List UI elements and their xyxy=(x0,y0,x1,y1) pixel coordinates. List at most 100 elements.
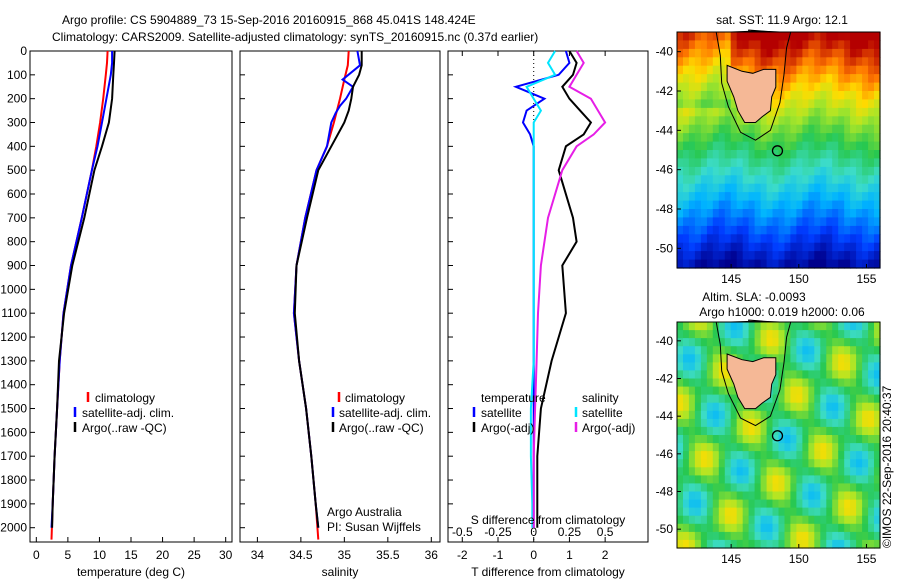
map-cell xyxy=(754,150,762,159)
map-cell xyxy=(820,116,827,126)
map-cell xyxy=(862,507,869,517)
map-cell xyxy=(820,386,827,396)
map-cell xyxy=(802,370,809,380)
map-cell xyxy=(856,133,863,143)
map-cell xyxy=(706,40,714,50)
map-cell xyxy=(736,234,744,244)
map-cell xyxy=(784,133,792,143)
map-cell xyxy=(748,217,756,227)
map-cell xyxy=(706,483,714,493)
map-cell xyxy=(862,402,869,412)
map-cell xyxy=(850,410,857,420)
map-cell xyxy=(712,183,720,193)
map-cell xyxy=(844,394,851,404)
map-cell xyxy=(838,459,845,468)
map-cell xyxy=(724,192,732,202)
map-cell xyxy=(700,116,708,126)
map-cell xyxy=(802,175,809,185)
map-cell xyxy=(862,346,869,355)
map-cell xyxy=(688,410,696,420)
map-cell xyxy=(683,499,690,509)
map-cell xyxy=(868,82,875,92)
map-cell xyxy=(838,426,845,436)
map-cell xyxy=(832,150,839,159)
map-cell xyxy=(754,322,762,331)
map-cell xyxy=(868,330,875,339)
map-cell xyxy=(838,467,845,476)
map-cell xyxy=(856,48,863,58)
map-cell xyxy=(730,338,738,347)
x-tick-label: 0 xyxy=(530,548,537,562)
map-cell xyxy=(832,158,839,168)
map-cell xyxy=(766,499,774,509)
map-cell xyxy=(730,507,738,517)
map-cell xyxy=(706,394,714,404)
map-cell xyxy=(766,225,774,235)
map-cell xyxy=(683,451,690,460)
map-cell xyxy=(844,418,851,428)
map-cell xyxy=(706,467,714,476)
map-cell xyxy=(874,133,881,143)
x-tick-label: 15 xyxy=(124,548,138,562)
map-cell xyxy=(856,32,863,41)
map-cell xyxy=(718,322,726,331)
map-cell xyxy=(874,475,881,485)
map-cell xyxy=(683,175,690,185)
map-cell xyxy=(754,48,762,58)
map-cell xyxy=(844,65,851,75)
map-cell xyxy=(820,225,827,235)
map-cell xyxy=(826,141,833,151)
map-cell xyxy=(790,499,797,509)
map-cell xyxy=(808,346,815,355)
map-cell xyxy=(683,362,690,372)
map-cell xyxy=(683,158,690,168)
map-cell xyxy=(838,99,845,109)
map-cell xyxy=(832,370,839,380)
map-cell xyxy=(712,346,720,355)
map-cell xyxy=(844,40,851,50)
map-cell xyxy=(683,483,690,493)
map-cell xyxy=(850,507,857,517)
map-cell xyxy=(874,362,881,372)
map-cell xyxy=(700,150,708,159)
map-cell xyxy=(802,150,809,159)
map-cell xyxy=(868,435,875,444)
map-cell xyxy=(784,459,792,468)
map-cell xyxy=(868,209,875,218)
map-cell xyxy=(742,338,750,347)
map-cell xyxy=(772,338,780,347)
map-cell xyxy=(802,225,809,235)
map-cell xyxy=(766,491,774,501)
map-cell xyxy=(772,499,780,509)
map-cell xyxy=(868,531,875,541)
map-cell xyxy=(694,475,702,485)
map-cell xyxy=(850,459,857,468)
header-line2: Climatology: CARS2009. Satellite-adjuste… xyxy=(52,30,538,44)
map-cell xyxy=(706,116,714,126)
map-cell xyxy=(868,225,875,235)
map-cell xyxy=(838,74,845,84)
map-cell xyxy=(808,57,815,67)
map-cell xyxy=(856,418,863,428)
map-cell xyxy=(772,491,780,501)
map-cell xyxy=(802,523,809,533)
map-cell xyxy=(742,124,750,134)
map-cell xyxy=(808,451,815,460)
map-cell xyxy=(683,242,690,252)
map-cell xyxy=(790,418,797,428)
map-cell xyxy=(874,531,881,541)
map-cell xyxy=(802,499,809,509)
map-cell xyxy=(677,378,684,388)
map-cell xyxy=(856,322,863,331)
map-cell xyxy=(790,234,797,244)
map-cell xyxy=(862,150,869,159)
map-cell xyxy=(706,124,714,134)
tasmania-land xyxy=(726,64,777,123)
map-cell xyxy=(844,133,851,143)
map-cell xyxy=(677,183,684,193)
map-cell xyxy=(850,354,857,363)
map-cell xyxy=(832,91,839,100)
map-cell xyxy=(862,74,869,84)
map-cell xyxy=(772,483,780,493)
x-tick-label: 145 xyxy=(721,552,741,566)
